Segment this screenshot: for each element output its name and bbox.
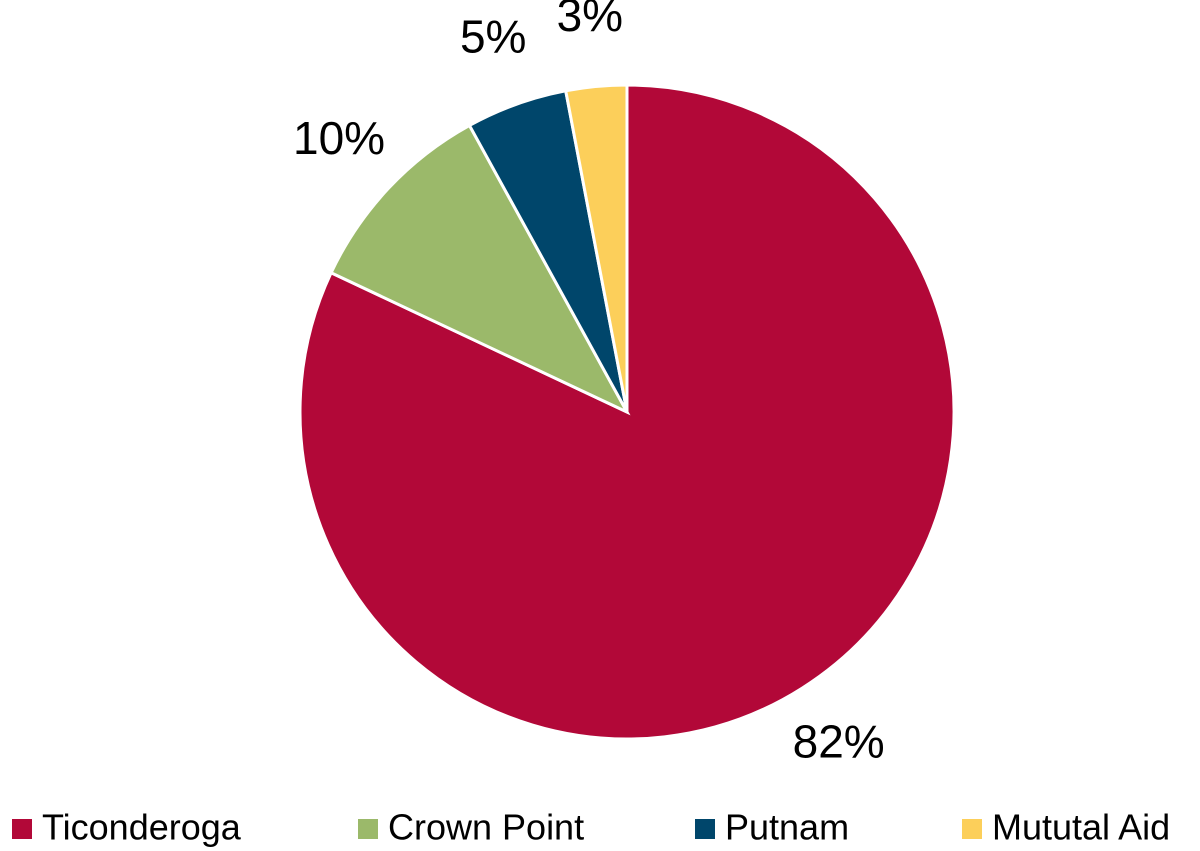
data-label: 10% <box>293 112 385 164</box>
legend-label: Crown Point <box>388 807 584 848</box>
legend-swatch <box>695 819 715 839</box>
data-label: 82% <box>793 716 885 768</box>
legend-swatch <box>12 819 32 839</box>
pie-slice <box>329 123 631 416</box>
pie-slice <box>563 83 629 413</box>
data-label: 3% <box>557 0 623 41</box>
legend-label: Putnam <box>725 807 849 848</box>
data-label: 5% <box>460 11 526 63</box>
legend-label: Mututal Aid <box>992 807 1170 848</box>
legend-swatch <box>962 819 982 839</box>
legend-label: Ticonderoga <box>42 807 242 848</box>
legend-swatch <box>358 819 378 839</box>
